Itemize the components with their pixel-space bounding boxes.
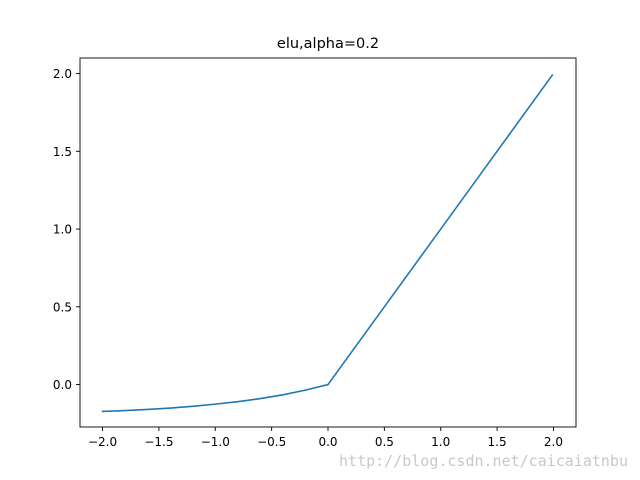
chart-title: elu,alpha=0.2	[277, 36, 379, 52]
watermark: http://blog.csdn.net/caicaiatnbu	[339, 452, 628, 470]
x-tick-label: 2.0	[544, 435, 563, 449]
x-tick-label: −1.5	[144, 435, 173, 449]
x-tick-label: −0.5	[257, 435, 286, 449]
x-tick-label: −1.0	[201, 435, 230, 449]
x-tick-label: 1.5	[488, 435, 507, 449]
x-tick-label: −2.0	[88, 435, 117, 449]
y-tick-label: 0.5	[53, 300, 72, 314]
x-tick-label: 0.0	[318, 435, 337, 449]
x-tick-label: 0.5	[375, 435, 394, 449]
y-tick-label: 1.5	[53, 145, 72, 159]
y-tick-label: 2.0	[53, 67, 72, 81]
series-line-0	[101, 73, 554, 413]
plot-area: −2.0 −1.5 −1.0 −0.5 0.0 0.5 1.0 1.5 2.0 0.0 0.5 1.0…	[53, 57, 577, 449]
x-tick-label: 1.0	[431, 435, 450, 449]
y-tick-label: 1.0	[53, 223, 72, 237]
y-tick-label: 0.0	[53, 378, 72, 392]
